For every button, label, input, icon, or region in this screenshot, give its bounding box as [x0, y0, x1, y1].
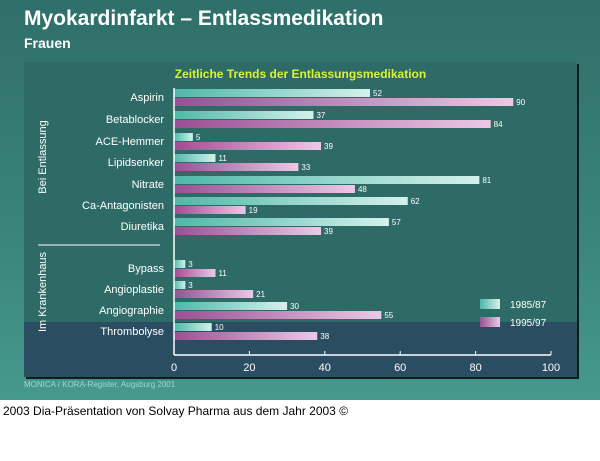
- data-label: 19: [249, 206, 258, 215]
- data-label: 38: [320, 332, 329, 341]
- bar-1995-97: [174, 311, 382, 319]
- x-tick-label: 20: [243, 362, 255, 374]
- data-label: 57: [392, 218, 401, 227]
- data-label: 39: [324, 227, 333, 236]
- bar-1995-97: [174, 206, 246, 214]
- x-tick-label: 60: [394, 362, 406, 374]
- chart-title: Zeitliche Trends der Entlassungsmedikati…: [174, 67, 427, 81]
- bar-1995-97: [174, 98, 514, 106]
- bar-1995-97: [174, 227, 322, 235]
- bottom-band: [24, 322, 577, 377]
- category-label: Nitrate: [132, 179, 164, 191]
- data-label: 90: [516, 98, 525, 107]
- data-label: 30: [290, 302, 299, 311]
- data-label: 3: [188, 281, 193, 290]
- bar-1985-87: [174, 302, 288, 310]
- legend-swatch: [480, 317, 500, 327]
- bar-1985-87: [174, 133, 193, 141]
- bar-1985-87: [174, 218, 389, 226]
- data-label: 62: [411, 197, 420, 206]
- data-label: 37: [316, 111, 325, 120]
- data-label: 21: [256, 290, 265, 299]
- data-label: 52: [373, 89, 382, 98]
- bar-1995-97: [174, 185, 355, 193]
- category-label: Angioplastie: [104, 284, 164, 296]
- x-tick-label: 100: [542, 362, 560, 374]
- slide-title: Myokardinfarkt – Entlassmedikation: [24, 7, 384, 30]
- category-label: Lipidsenker: [108, 157, 165, 169]
- chart-panel: Zeitliche Trends der Entlassungsmedikati…: [24, 62, 577, 377]
- category-label: Angiographie: [99, 305, 164, 317]
- bar-1995-97: [174, 332, 318, 340]
- category-label: Betablocker: [106, 114, 164, 126]
- legend-swatch: [480, 299, 500, 309]
- data-label: 81: [482, 176, 491, 185]
- bar-1985-87: [174, 281, 186, 289]
- data-label: 11: [218, 269, 227, 278]
- category-label: Ca-Antagonisten: [82, 200, 164, 212]
- caption: 2003 Dia-Präsentation von Solvay Pharma …: [3, 404, 349, 418]
- data-label: 84: [494, 120, 503, 129]
- data-label: 33: [301, 163, 310, 172]
- bar-chart: Aspirin 52 90 Betablocker 37 84 ACE-Hemmer 5 39 L…: [37, 88, 560, 374]
- bar-1995-97: [174, 290, 254, 298]
- data-label: 39: [324, 142, 333, 151]
- bar-1995-97: [174, 269, 216, 277]
- data-label: 5: [196, 133, 201, 142]
- bar-1995-97: [174, 142, 322, 150]
- bar-1985-87: [174, 89, 371, 97]
- bar-1995-97: [174, 120, 491, 128]
- category-label: Aspirin: [130, 92, 164, 104]
- group-label: Im Krankenhaus: [37, 251, 49, 332]
- data-label: 48: [358, 185, 367, 194]
- category-label: Diuretika: [121, 221, 165, 233]
- bar-1985-87: [174, 154, 216, 162]
- bar-1985-87: [174, 111, 314, 119]
- data-label: 3: [188, 260, 193, 269]
- category-label: ACE-Hemmer: [96, 136, 165, 148]
- bar-1985-87: [174, 323, 212, 331]
- data-label: 11: [218, 154, 227, 163]
- slide: Myokardinfarkt – Entlassmedikation Fraue…: [0, 0, 600, 400]
- x-tick-label: 40: [319, 362, 331, 374]
- bar-1995-97: [174, 163, 299, 171]
- bar-1985-87: [174, 176, 480, 184]
- category-label: Bypass: [128, 263, 165, 275]
- data-label: 10: [215, 323, 224, 332]
- slide-subtitle: Frauen: [24, 35, 71, 51]
- bar-1985-87: [174, 197, 408, 205]
- data-label: 55: [384, 311, 393, 320]
- group-label: Bei Entlassung: [37, 120, 49, 193]
- category-label: Thrombolyse: [100, 326, 164, 338]
- bar-1985-87: [174, 260, 186, 268]
- source-note: MONICA / KORA-Register, Augsburg 2001: [24, 380, 176, 389]
- x-tick-label: 0: [171, 362, 177, 374]
- legend-label: 1995/97: [510, 318, 547, 329]
- x-tick-label: 80: [469, 362, 481, 374]
- legend-label: 1985/87: [510, 300, 547, 311]
